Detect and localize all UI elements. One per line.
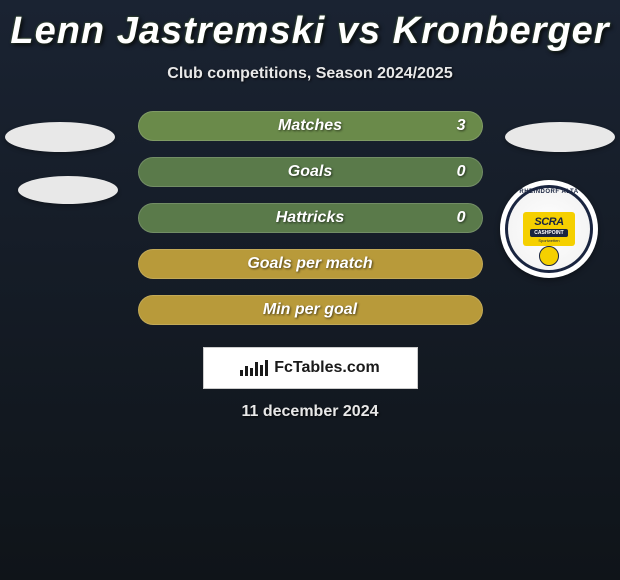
page-subtitle: Club competitions, Season 2024/2025 [167,65,452,83]
chart-bars-icon [240,360,268,376]
stat-row-gpm: Goals per match [138,249,483,279]
stat-value: 0 [457,163,466,181]
stat-row-mpg: Min per goal [138,295,483,325]
stat-value: 3 [457,117,466,135]
player-left-ellipse-1 [5,122,115,152]
stat-label: Matches [278,117,342,135]
badge-arc-text: RHEINDORF ALTA [519,189,578,195]
badge-sub-text: CASHPOINT [530,229,567,237]
stat-label: Goals per match [247,255,372,273]
footer-brand-box[interactable]: FcTables.com [203,347,418,389]
stat-row-goals: Goals 0 [138,157,483,187]
footer-date: 11 december 2024 [242,403,379,421]
club-badge-inner: RHEINDORF ALTA SCRA CASHPOINT Sportwette… [505,185,593,273]
badge-rect: SCRA CASHPOINT Sportwetten [523,212,575,246]
stat-row-hattricks: Hattricks 0 [138,203,483,233]
badge-main-text: SCRA [534,216,563,228]
player-left-ellipse-2 [18,176,118,204]
club-badge: RHEINDORF ALTA SCRA CASHPOINT Sportwette… [500,180,598,278]
page-title: Lenn Jastremski vs Kronberger [10,10,609,53]
badge-sub2-text: Sportwetten [538,238,559,243]
footer-brand-text: FcTables.com [274,359,380,377]
stat-row-matches: Matches 3 [138,111,483,141]
stat-label: Hattricks [276,209,344,227]
badge-ball-icon [539,246,559,266]
stat-value: 0 [457,209,466,227]
stat-label: Goals [288,163,332,181]
player-right-ellipse-1 [505,122,615,152]
stat-label: Min per goal [263,301,357,319]
